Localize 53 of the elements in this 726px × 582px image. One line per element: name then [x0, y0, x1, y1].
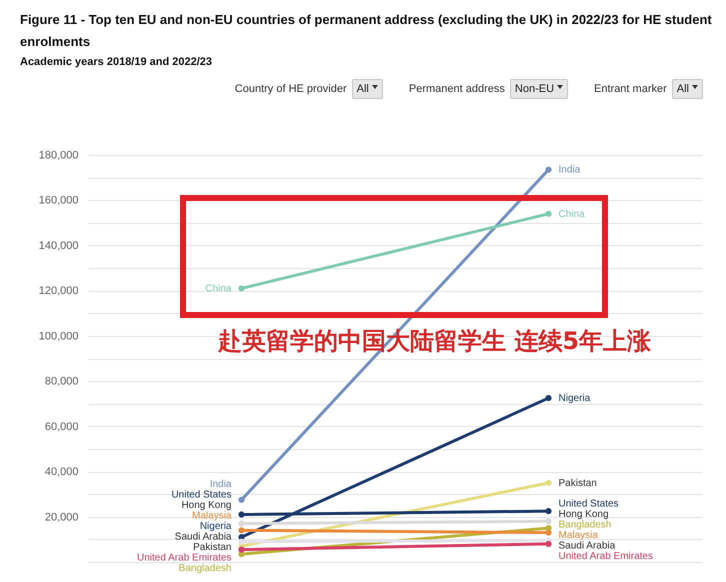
- text: Entrant marker: [594, 83, 667, 95]
- series-label: Pakistan: [558, 478, 597, 489]
- series-label: Hong Kong: [558, 508, 609, 520]
- series-label: Nigeria: [558, 393, 591, 404]
- chart-subtitle: Academic years 2018/19 and 2022/23: [20, 56, 212, 68]
- text: United States: [171, 490, 232, 500]
- point: [238, 520, 245, 527]
- point: [545, 210, 552, 217]
- text: Malaysia: [192, 510, 232, 522]
- point: [238, 496, 245, 503]
- point: [545, 480, 552, 486]
- point: [545, 508, 552, 514]
- text: India: [210, 479, 232, 490]
- text: Pakistan: [193, 542, 232, 553]
- point: [238, 538, 245, 545]
- y-tick-label: 180,000: [38, 150, 78, 162]
- point: [238, 511, 245, 518]
- y-tick-label: 20,000: [44, 511, 78, 524]
- y-tick-label: 40,000: [44, 466, 78, 478]
- text: Permanent address: [408, 83, 505, 95]
- dropdown: Non-EU: [510, 79, 568, 99]
- point: [238, 285, 245, 292]
- point: [545, 518, 552, 524]
- point: [238, 527, 245, 534]
- text: Country of HE provider: [234, 83, 347, 95]
- y-tick-label: 100,000: [38, 330, 78, 342]
- point: [545, 530, 552, 536]
- series-label: China: [558, 208, 586, 220]
- point: [545, 540, 552, 547]
- chart-title: Figure 11 - Top ten EU and non-EU countries of permanent address (excluding the UK) in 2022/23 for HE student enrolments: [20, 11, 713, 51]
- text: United Arab Emirates: [558, 550, 653, 562]
- text: Saudi Arabia: [174, 532, 232, 542]
- series-label: United States: [558, 498, 619, 510]
- y-tick-label: 80,000: [44, 376, 78, 388]
- series-label: India: [558, 164, 581, 176]
- series-label: Bangladesh: [558, 519, 612, 530]
- dropdown: All: [672, 79, 703, 99]
- text: Hong Kong: [181, 500, 232, 511]
- series-label: Saudi Arabia: [558, 540, 616, 552]
- y-tick-label: 120,000: [38, 285, 78, 298]
- series-label: United Arab Emirates: [137, 552, 232, 564]
- point: [545, 166, 552, 173]
- text: Nigeria: [200, 521, 232, 532]
- text: China: [205, 283, 232, 294]
- annotation: 赴英留学的中国大陆留学生 连续5年上涨: [218, 326, 652, 356]
- y-tick-label: 140,000: [38, 240, 78, 252]
- y-tick-label: 60,000: [44, 420, 78, 433]
- series-label: Malaysia: [558, 530, 598, 541]
- text: Bangladesh: [178, 563, 232, 574]
- point: [238, 546, 245, 553]
- dropdown: All: [352, 79, 383, 99]
- y-tick-label: 160,000: [38, 194, 78, 207]
- point: [545, 394, 552, 402]
